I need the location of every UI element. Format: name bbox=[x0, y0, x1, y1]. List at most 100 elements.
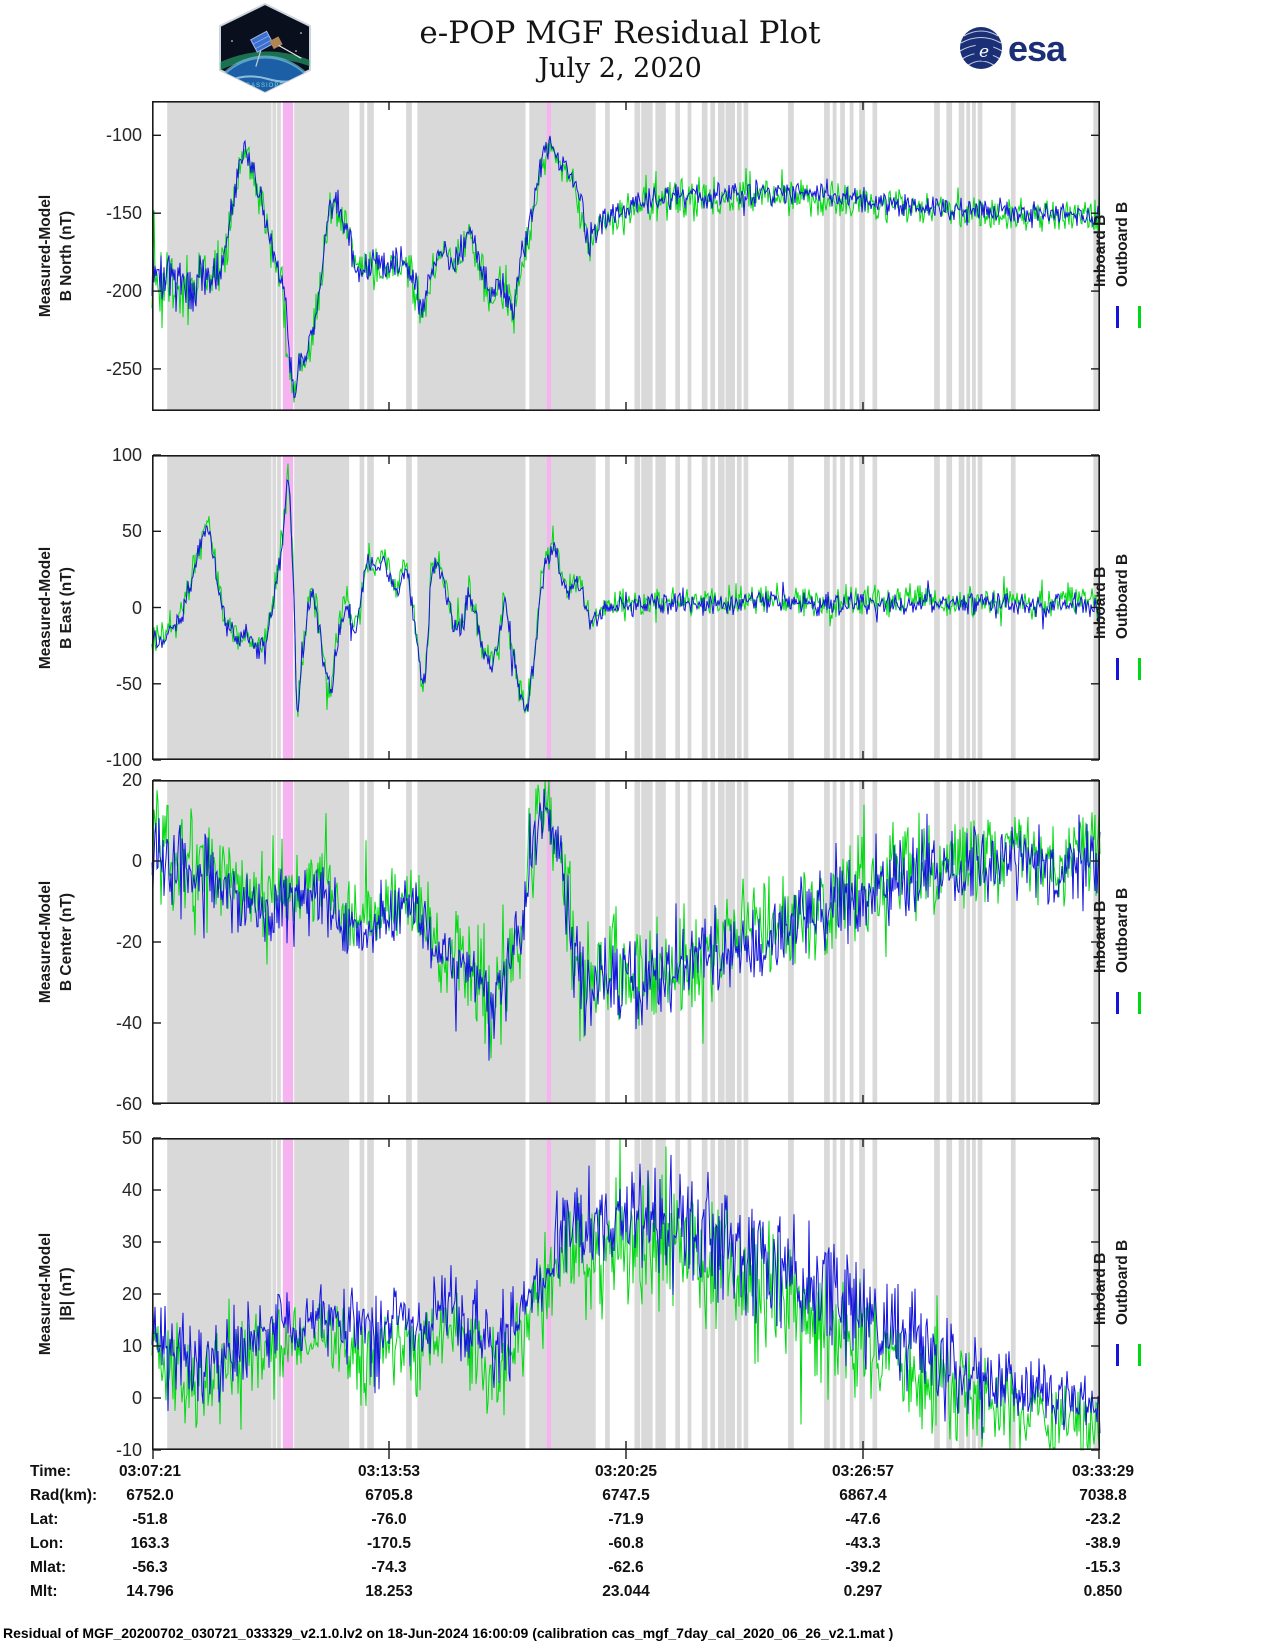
shaded-interval bbox=[946, 1138, 953, 1450]
shaded-interval bbox=[277, 455, 281, 760]
shaded-interval bbox=[958, 780, 965, 1104]
panel-b-north: Measured-Model B North (nT) Inboard B Out… bbox=[37, 101, 1141, 411]
table-row-label: Time: bbox=[30, 1463, 72, 1480]
legend-outboard-label: Outboard B bbox=[1114, 887, 1131, 973]
panel-b-magnitude: Measured-Model |B| (nT) Inboard B Outboar… bbox=[37, 1128, 1141, 1460]
table-row-label: Mlat: bbox=[30, 1559, 67, 1576]
table-cell: -170.5 bbox=[367, 1535, 411, 1552]
shaded-interval bbox=[977, 780, 983, 1104]
shaded-interval bbox=[406, 780, 412, 1104]
y-tick-label: 0 bbox=[131, 597, 142, 618]
table-cell: -15.3 bbox=[1085, 1559, 1121, 1576]
y-tick-label: 20 bbox=[121, 770, 142, 790]
legend-inboard-label: Inboard B bbox=[1092, 900, 1109, 973]
shaded-interval bbox=[701, 101, 708, 411]
legend-outboard-marker bbox=[1138, 657, 1141, 680]
y-tick-label: 50 bbox=[121, 1128, 142, 1148]
legend-inboard-label: Inboard B bbox=[1092, 566, 1109, 639]
flagged-interval bbox=[282, 1138, 294, 1450]
shaded-interval bbox=[977, 101, 983, 411]
shaded-interval bbox=[840, 780, 845, 1104]
legend-inboard-label: Inboard B bbox=[1092, 214, 1109, 287]
shaded-interval bbox=[710, 101, 716, 411]
flagged-interval bbox=[282, 780, 294, 1104]
table-cell: 23.044 bbox=[602, 1583, 650, 1600]
shaded-interval bbox=[849, 455, 854, 760]
flagged-interval bbox=[546, 780, 552, 1104]
shaded-interval bbox=[167, 780, 272, 1104]
inboard-b-series bbox=[151, 1154, 1101, 1439]
table-cell: 6752.0 bbox=[126, 1487, 174, 1504]
shaded-interval bbox=[832, 780, 837, 1104]
table-cell: 7038.8 bbox=[1079, 1487, 1127, 1504]
y-tick-label: 40 bbox=[121, 1180, 142, 1200]
shaded-interval bbox=[958, 455, 965, 760]
table-cell: -74.3 bbox=[371, 1559, 407, 1576]
shaded-interval bbox=[934, 1138, 940, 1450]
y-tick-label: 10 bbox=[121, 1336, 142, 1356]
source-file-caption: Residual of MGF_20200702_030721_033329_v… bbox=[3, 1625, 894, 1641]
shaded-interval bbox=[736, 101, 742, 411]
shaded-interval bbox=[1093, 101, 1100, 411]
shaded-interval bbox=[946, 780, 953, 1104]
table-row: Mlt: 14.796 18.253 23.044 0.297 0.850 bbox=[0, 1583, 1275, 1607]
page-title: e-POP MGF Residual Plot July 2, 2020 bbox=[270, 14, 970, 86]
shaded-interval bbox=[641, 101, 653, 411]
shaded-interval bbox=[977, 455, 983, 760]
shaded-interval bbox=[972, 1138, 976, 1450]
shaded-interval bbox=[605, 1138, 610, 1450]
shaded-interval bbox=[167, 101, 272, 411]
panel-b-east: Measured-Model B East (nT) Inboard B Outb… bbox=[37, 445, 1141, 770]
satellite-icon bbox=[250, 30, 302, 67]
shaded-interval bbox=[840, 455, 845, 760]
y-tick-label: 100 bbox=[111, 445, 142, 465]
table-cell: 03:26:57 bbox=[831, 1463, 895, 1480]
table-row-label: Rad(km): bbox=[30, 1487, 98, 1504]
shaded-interval bbox=[417, 101, 526, 411]
shaded-interval bbox=[655, 780, 666, 1104]
shaded-interval bbox=[849, 780, 854, 1104]
shaded-interval bbox=[367, 455, 374, 760]
shaded-interval bbox=[824, 101, 830, 411]
shaded-interval bbox=[725, 101, 735, 411]
shaded-interval bbox=[641, 780, 653, 1104]
table-cell: 0.850 bbox=[1083, 1583, 1123, 1600]
table-row: Rad(km): 6752.0 6705.8 6747.5 6867.4 703… bbox=[0, 1487, 1275, 1511]
shaded-interval bbox=[359, 455, 365, 760]
shaded-interval bbox=[687, 1138, 692, 1450]
plot-border bbox=[152, 101, 1101, 411]
shaded-interval bbox=[972, 101, 976, 411]
table-row: Lon: 163.3 -170.5 -60.8 -43.3 -38.9 bbox=[0, 1535, 1275, 1559]
panel-legend: Inboard B Outboard B bbox=[1092, 455, 1178, 760]
shaded-interval bbox=[367, 1138, 374, 1450]
shaded-interval bbox=[655, 101, 666, 411]
chart-canvas bbox=[151, 1137, 1101, 1459]
shaded-interval bbox=[529, 1138, 596, 1450]
y-axis-label: Measured-Model B East (nT) bbox=[37, 546, 75, 669]
table-cell: 14.796 bbox=[126, 1583, 174, 1600]
shaded-interval bbox=[634, 1138, 641, 1450]
shaded-interval bbox=[934, 101, 940, 411]
cassiope-patch-logo: CASSIOPE bbox=[218, 2, 312, 98]
shaded-interval bbox=[167, 455, 272, 760]
shaded-interval bbox=[687, 101, 692, 411]
table-cell: 6705.8 bbox=[365, 1487, 413, 1504]
shaded-interval bbox=[743, 455, 749, 760]
y-axis-label: Measured-Model B North (nT) bbox=[37, 194, 75, 318]
flagged-interval bbox=[546, 101, 552, 411]
shaded-interval bbox=[675, 1138, 680, 1450]
y-tick-label: -40 bbox=[115, 1013, 142, 1033]
shaded-interval bbox=[718, 780, 725, 1104]
table-cell: -60.8 bbox=[608, 1535, 644, 1552]
shaded-interval bbox=[272, 1138, 277, 1450]
shaded-interval bbox=[966, 780, 971, 1104]
table-cell: -38.9 bbox=[1085, 1535, 1121, 1552]
shaded-interval bbox=[966, 101, 971, 411]
shaded-interval bbox=[710, 780, 716, 1104]
flagged-interval bbox=[546, 455, 552, 760]
shaded-interval bbox=[605, 780, 610, 1104]
shaded-interval bbox=[277, 780, 281, 1104]
shaded-interval bbox=[872, 780, 878, 1104]
esa-globe-icon: e bbox=[959, 27, 1003, 69]
shaded-interval bbox=[294, 455, 350, 760]
